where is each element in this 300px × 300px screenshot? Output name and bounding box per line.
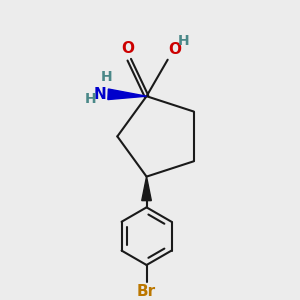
Text: Br: Br [137, 284, 156, 299]
Polygon shape [108, 89, 146, 100]
Text: O: O [121, 41, 134, 56]
Polygon shape [142, 177, 151, 201]
Text: H: H [85, 92, 97, 106]
Text: H: H [177, 34, 189, 48]
Text: O: O [169, 42, 182, 57]
Text: H: H [100, 70, 112, 84]
Text: N: N [93, 87, 106, 102]
